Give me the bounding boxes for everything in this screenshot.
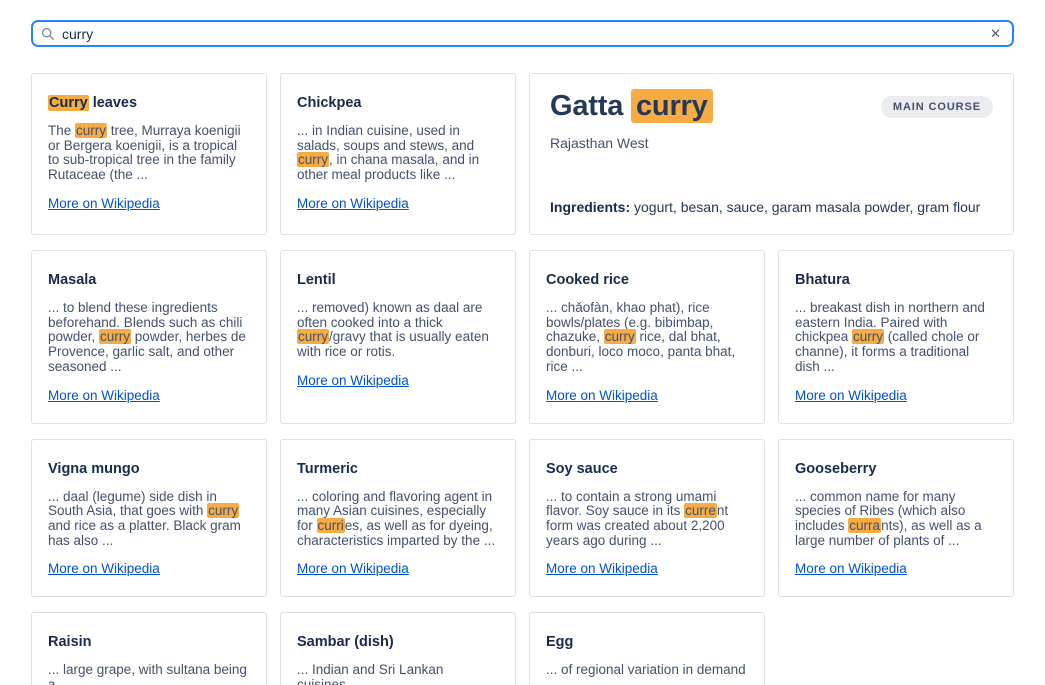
result-card: Turmeric ... coloring and flavoring agen… <box>280 438 516 598</box>
card-title: Raisin <box>48 634 92 651</box>
highlighted-term: curre <box>684 503 717 519</box>
card-title: Bhatura <box>795 272 850 288</box>
featured-card-title: Gatta curry <box>550 88 713 124</box>
card-snippet: ... of regional variation in demand <box>546 662 746 678</box>
search-icon <box>41 27 55 41</box>
highlighted-term: Curry <box>48 95 89 111</box>
ingredients-line: Ingredients: yogurt, besan, sauce, garam… <box>550 174 993 216</box>
highlighted-term: curry <box>75 123 108 138</box>
wikipedia-link[interactable]: More on Wikipedia <box>297 195 409 211</box>
highlighted-term: curry <box>297 152 329 168</box>
highlighted-term: curra <box>848 517 882 533</box>
card-snippet: ... breakast dish in northern and easter… <box>795 300 985 374</box>
clear-search-icon[interactable]: ✕ <box>987 25 1004 42</box>
card-snippet: The curry tree, Murraya koenigii or Berg… <box>48 123 241 183</box>
highlighted-term: curry <box>852 329 885 345</box>
card-snippet: ... removed) known as daal are often coo… <box>297 300 489 360</box>
wikipedia-link[interactable]: More on Wikipedia <box>48 195 160 211</box>
ingredients-label: Ingredients: <box>550 199 631 215</box>
search-bar: ✕ <box>31 20 1014 47</box>
card-snippet: ... coloring and flavoring agent in many… <box>297 488 496 548</box>
card-title: Sambar (dish) <box>297 634 394 651</box>
card-title: Cooked rice <box>546 272 629 288</box>
wikipedia-link[interactable]: More on Wikipedia <box>297 561 409 577</box>
card-title: Turmeric <box>297 460 358 477</box>
result-card: Soy sauce ... to contain a strong umami … <box>529 438 765 598</box>
result-card: Chickpea ... in Indian cuisine, used in … <box>280 73 516 235</box>
wikipedia-link[interactable]: More on Wikipedia <box>297 372 409 388</box>
card-title: Lentil <box>297 272 336 288</box>
result-card: Curry leaves The curry tree, Murraya koe… <box>31 73 267 235</box>
highlighted-term: curry <box>631 89 713 123</box>
highlighted-term: curri <box>316 517 345 533</box>
wikipedia-link[interactable]: More on Wikipedia <box>795 561 907 577</box>
ingredients-list: yogurt, besan, sauce, garam masala powde… <box>630 199 981 215</box>
wikipedia-link[interactable]: More on Wikipedia <box>546 561 658 577</box>
wikipedia-link[interactable]: More on Wikipedia <box>795 387 907 403</box>
card-title: Gooseberry <box>795 460 877 477</box>
result-card: Gooseberry ... common name for many spec… <box>778 438 1014 598</box>
result-card: Raisin ... large grape, with sultana bei… <box>31 612 267 685</box>
card-title: Soy sauce <box>546 460 618 477</box>
card-snippet: ... chǎofàn, khao phat), rice bowls/plat… <box>546 300 736 374</box>
result-card: Masala ... to blend these ingredients be… <box>31 250 267 424</box>
card-title: Curry leaves <box>48 95 138 111</box>
result-card: Bhatura ... breakast dish in northern an… <box>778 250 1014 424</box>
highlighted-term: curry <box>297 329 329 345</box>
card-snippet: ... common name for many species of Ribe… <box>795 488 982 548</box>
featured-recipe-card[interactable]: Gatta curry MAIN COURSE Rajasthan West I… <box>529 73 1014 235</box>
highlighted-term: curry <box>207 503 240 519</box>
card-title: Masala <box>48 272 97 288</box>
card-snippet: ... in Indian cuisine, used in salads, s… <box>297 123 480 183</box>
card-snippet: ... to blend these ingredients beforehan… <box>48 300 246 374</box>
card-title: Egg <box>546 634 574 651</box>
result-card: Cooked rice ... chǎofàn, khao phat), ric… <box>529 250 765 424</box>
wikipedia-link[interactable]: More on Wikipedia <box>48 387 160 403</box>
result-card: Vigna mungo ... daal (legume) side dish … <box>31 438 267 598</box>
result-card: Egg ... of regional variation in demand <box>529 612 765 685</box>
featured-card-region: Rajasthan West <box>550 135 649 151</box>
featured-card-header: Gatta curry MAIN COURSE <box>550 88 993 124</box>
card-snippet: ... daal (legume) side dish in South Asi… <box>48 488 241 548</box>
results-grid: Curry leaves The curry tree, Murraya koe… <box>31 73 1014 685</box>
card-title: Chickpea <box>297 95 362 111</box>
card-snippet: ... large grape, with sultana being a <box>48 662 247 685</box>
result-card: Lentil ... removed) known as daal are of… <box>280 250 516 424</box>
highlighted-term: curry <box>99 329 132 345</box>
search-input[interactable] <box>62 25 988 42</box>
card-snippet: ... Indian and Sri Lankan cuisines. <box>297 662 444 685</box>
wikipedia-link[interactable]: More on Wikipedia <box>48 561 160 577</box>
wikipedia-link[interactable]: More on Wikipedia <box>546 387 658 403</box>
card-title: Vigna mungo <box>48 460 140 477</box>
highlighted-term: curry <box>603 329 636 345</box>
card-snippet: ... to contain a strong umami flavor. So… <box>546 488 729 548</box>
result-card: Sambar (dish) ... Indian and Sri Lankan … <box>280 612 516 685</box>
course-badge: MAIN COURSE <box>880 96 993 118</box>
